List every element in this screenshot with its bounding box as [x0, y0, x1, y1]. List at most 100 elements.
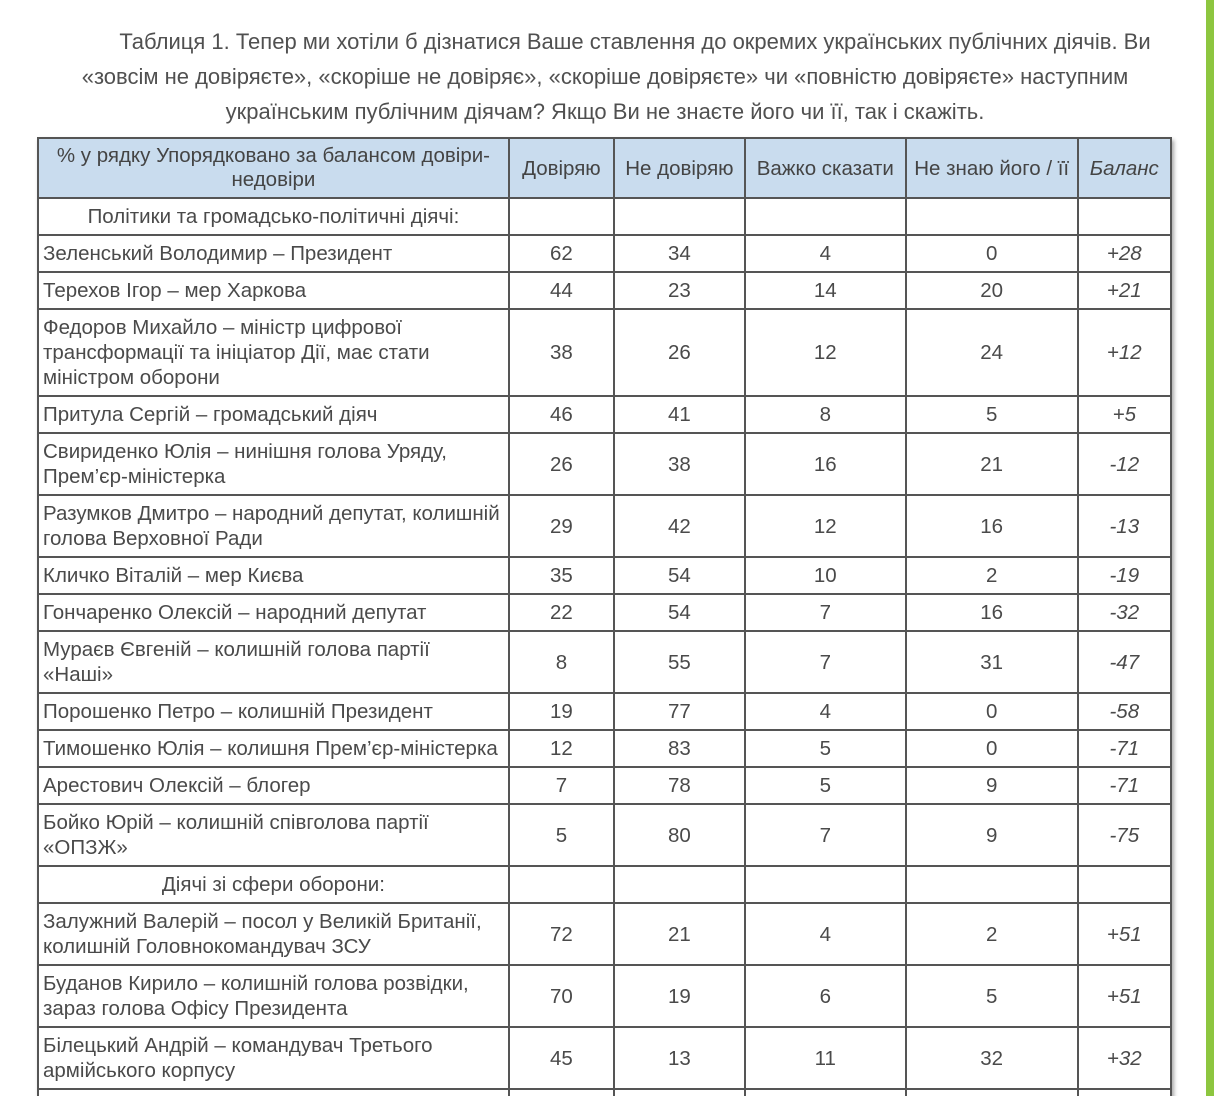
value-cell: 9 — [904, 766, 1079, 805]
value-cell: 21 — [612, 902, 746, 966]
value-cell: 5 — [904, 964, 1079, 1028]
value-cell: 7 — [507, 766, 615, 805]
column-header: Довіряю — [507, 137, 615, 199]
value-cell: 80 — [612, 803, 746, 867]
empty-cell — [507, 865, 615, 904]
value-cell: 11 — [743, 1026, 907, 1090]
value-cell: 20 — [904, 271, 1079, 310]
empty-cell — [1076, 865, 1173, 904]
data-row: Білецький Андрій – командувач Третього а… — [37, 1026, 1173, 1090]
value-cell: 77 — [612, 692, 746, 731]
person-name: Буданов Кирило – колишній голова розвідк… — [37, 964, 510, 1028]
value-cell: 19 — [612, 964, 746, 1028]
column-header: Баланс — [1076, 137, 1173, 199]
value-cell: 7 — [743, 803, 907, 867]
value-cell: 7 — [743, 593, 907, 632]
data-row: Буданов Кирило – колишній голова розвідк… — [37, 964, 1173, 1028]
value-cell: 54 — [612, 593, 746, 632]
empty-cell — [743, 197, 907, 236]
person-name: Білецький Андрій – командувач Третього а… — [37, 1026, 510, 1090]
balance-cell: -75 — [1076, 803, 1173, 867]
value-cell: 46 — [507, 1088, 615, 1096]
value-cell: 8 — [507, 630, 615, 694]
empty-cell — [904, 197, 1079, 236]
value-cell: 46 — [507, 395, 615, 434]
empty-cell — [904, 865, 1079, 904]
value-cell: 8 — [743, 1088, 907, 1096]
value-cell: 2 — [904, 902, 1079, 966]
value-cell: 5 — [743, 766, 907, 805]
value-cell: 44 — [507, 271, 615, 310]
value-cell: 8 — [743, 395, 907, 434]
empty-cell — [612, 197, 746, 236]
value-cell: 16 — [904, 494, 1079, 558]
accent-bar — [1206, 0, 1214, 1096]
value-cell: 4 — [743, 902, 907, 966]
value-cell: 2 — [904, 556, 1079, 595]
balance-cell: -71 — [1076, 766, 1173, 805]
balance-cell: +5 — [1076, 395, 1173, 434]
person-name: Сирський Олександр – Головнокомандувач З… — [37, 1088, 510, 1096]
value-cell: 10 — [743, 556, 907, 595]
person-name: Свириденко Юлія – нинішня голова Уряду, … — [37, 432, 510, 496]
empty-cell — [507, 197, 615, 236]
data-row: Притула Сергій – громадський діяч 46 41 8 5 +… — [37, 395, 1173, 434]
data-row: Свириденко Юлія – нинішня голова Уряду, … — [37, 432, 1173, 496]
value-cell: 70 — [507, 964, 615, 1028]
value-cell: 41 — [612, 395, 746, 434]
person-name: Федоров Михайло – міністр цифрової транс… — [37, 308, 510, 397]
value-cell: 21 — [904, 432, 1079, 496]
value-cell: 16 — [904, 593, 1079, 632]
value-cell: 0 — [904, 234, 1079, 273]
data-row: Кличко Віталій – мер Києва 35 54 10 2 -19 — [37, 556, 1173, 595]
person-name: Арестович Олексій – блогер — [37, 766, 510, 805]
balance-cell: +12 — [1076, 308, 1173, 397]
value-cell: 7 — [743, 630, 907, 694]
balance-cell: +21 — [1076, 271, 1173, 310]
value-cell: 12 — [743, 308, 907, 397]
person-name: Бойко Юрій – колишній співголова партії … — [37, 803, 510, 867]
value-cell: 55 — [612, 630, 746, 694]
data-row: Федоров Михайло – міністр цифрової транс… — [37, 308, 1173, 397]
data-table: % у рядку Упорядковано за балансом довір… — [37, 137, 1173, 1096]
person-name: Терехов Ігор – мер Харкова — [37, 271, 510, 310]
value-cell: 35 — [507, 556, 615, 595]
value-cell: 26 — [507, 432, 615, 496]
data-row: Арестович Олексій – блогер 7 78 5 9 -71 — [37, 766, 1173, 805]
balance-cell: +6 — [1076, 1088, 1173, 1096]
balance-cell: -13 — [1076, 494, 1173, 558]
data-row: Зеленський Володимир – Президент 62 34 4 0 +2… — [37, 234, 1173, 273]
value-cell: 4 — [743, 234, 907, 273]
value-cell: 38 — [507, 308, 615, 397]
value-cell: 38 — [612, 432, 746, 496]
person-name: Разумков Дмитро – народний депутат, коли… — [37, 494, 510, 558]
balance-cell: -58 — [1076, 692, 1173, 731]
value-cell: 83 — [612, 729, 746, 768]
table-title: Таблиця 1. Тепер ми хотіли б дізнатися В… — [81, 29, 1151, 124]
balance-cell: +51 — [1076, 902, 1173, 966]
value-cell: 5 — [904, 395, 1079, 434]
person-name: Зеленський Володимир – Президент — [37, 234, 510, 273]
data-row: Гончаренко Олексій – народний депутат 22 5… — [37, 593, 1173, 632]
person-name: Притула Сергій – громадський діяч — [37, 395, 510, 434]
empty-cell — [612, 865, 746, 904]
person-name: Порошенко Петро – колишній Президент — [37, 692, 510, 731]
person-name: Тимошенко Юлія – колишня Прем’єр-міністе… — [37, 729, 510, 768]
data-row: Тимошенко Юлія – колишня Прем’єр-міністе… — [37, 729, 1173, 768]
value-cell: 26 — [612, 308, 746, 397]
value-cell: 78 — [612, 766, 746, 805]
value-cell: 22 — [507, 593, 615, 632]
empty-cell — [1076, 197, 1173, 236]
data-row: Мураєв Євгеній – колишній голова партії … — [37, 630, 1173, 694]
value-cell: 5 — [507, 803, 615, 867]
data-row: Бойко Юрій – колишній співголова партії … — [37, 803, 1173, 867]
balance-cell: -47 — [1076, 630, 1173, 694]
value-cell: 34 — [612, 234, 746, 273]
balance-cell: -19 — [1076, 556, 1173, 595]
value-cell: 13 — [612, 1026, 746, 1090]
value-cell: 32 — [904, 1026, 1079, 1090]
table-head: % у рядку Упорядковано за балансом довір… — [37, 137, 1173, 199]
value-cell: 6 — [743, 964, 907, 1028]
value-cell: 12 — [507, 729, 615, 768]
